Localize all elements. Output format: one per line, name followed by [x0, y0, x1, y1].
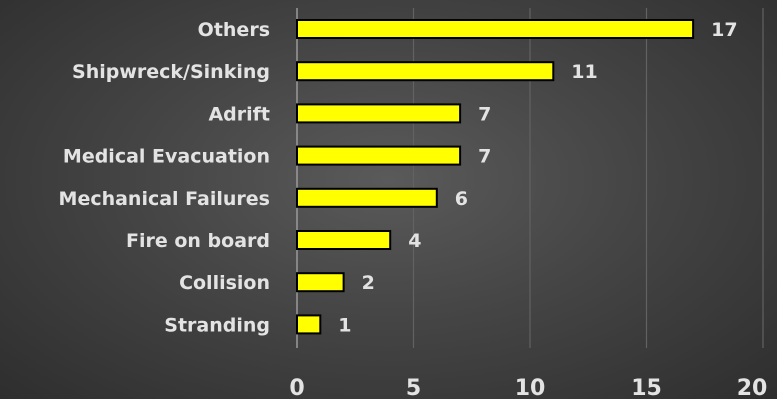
- data-label-2: 7: [478, 103, 491, 125]
- category-label-3: Medical Evacuation: [63, 146, 270, 168]
- data-label-3: 7: [478, 146, 491, 168]
- x-axis-ticks: 0 5 10 15 20: [289, 376, 767, 399]
- category-label-2: Adrift: [208, 103, 270, 125]
- category-label-7: Stranding: [164, 314, 270, 336]
- bar-1: [296, 61, 555, 82]
- category-label-6: Collision: [179, 272, 270, 294]
- data-label-1: 11: [571, 61, 597, 83]
- bar-6: [296, 272, 345, 293]
- data-label-4: 6: [455, 188, 468, 210]
- bar-3: [296, 145, 462, 166]
- data-label-0: 17: [711, 19, 737, 41]
- x-tick-label-15: 15: [631, 376, 662, 399]
- x-tick-label-10: 10: [515, 376, 546, 399]
- data-label-6: 2: [362, 272, 375, 294]
- bar-5: [296, 230, 392, 250]
- category-label-4: Mechanical Failures: [59, 188, 270, 210]
- data-label-5: 4: [408, 230, 421, 252]
- x-tick-label-20: 20: [737, 376, 768, 399]
- category-label-1: Shipwreck/Sinking: [72, 61, 270, 83]
- x-tick-label-5: 5: [406, 376, 421, 399]
- category-label-5: Fire on board: [126, 230, 270, 252]
- bars: [296, 19, 695, 335]
- data-label-7: 1: [338, 314, 351, 336]
- bar-4: [296, 187, 438, 208]
- bar-0: [296, 19, 695, 39]
- category-label-0: Others: [198, 19, 270, 41]
- gridlines: [296, 8, 764, 348]
- category-labels: Others Shipwreck/Sinking Adrift Medical Eva…: [59, 19, 270, 336]
- bar-2: [296, 103, 462, 124]
- x-tick-label-0: 0: [289, 376, 304, 399]
- bar-7: [296, 314, 322, 335]
